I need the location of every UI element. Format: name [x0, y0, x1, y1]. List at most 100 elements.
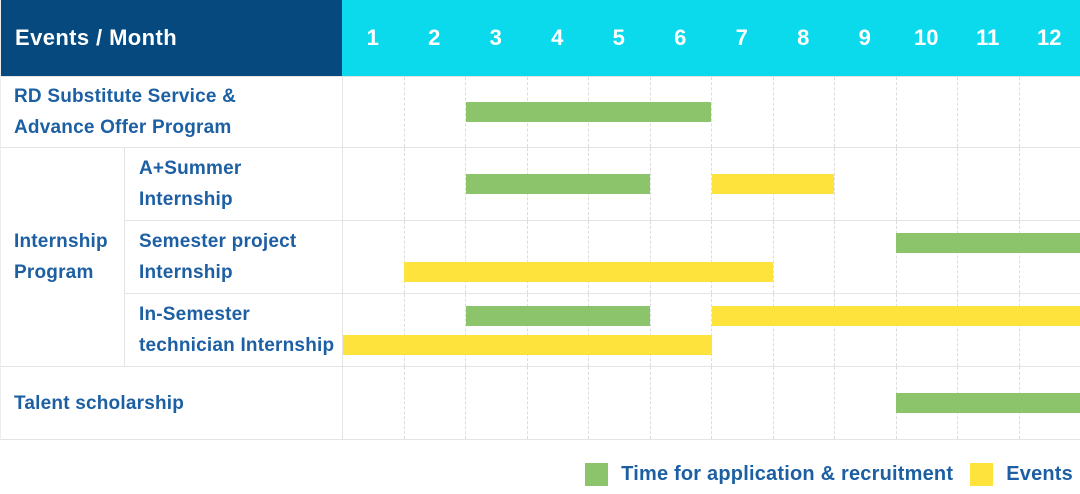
- bar-line: [343, 232, 1080, 253]
- legend-label-event: Events: [1006, 462, 1073, 485]
- month-column: [588, 294, 650, 366]
- month-column: [772, 294, 835, 366]
- bar-lines: [343, 77, 1080, 147]
- month-label-1: 1: [366, 25, 379, 50]
- bar-line: [343, 261, 1080, 282]
- month-column: [588, 221, 650, 293]
- row-label-in-semester-technician-internship: In-Semester technician Internship: [124, 293, 342, 366]
- month-label-10: 10: [914, 25, 939, 50]
- bar-line: [343, 174, 1080, 194]
- legend-label-application: Time for application & recruitment: [621, 462, 954, 485]
- month-column: [711, 294, 773, 366]
- month-column: [526, 367, 589, 439]
- month-gridlines: [343, 221, 1080, 293]
- application-bar: [895, 393, 1080, 413]
- month-column: [526, 294, 589, 366]
- application-bar: [465, 174, 651, 194]
- timeline-row-talent-scholarship: [342, 366, 1080, 439]
- month-column: [957, 221, 1019, 293]
- legend-item-application: Time for application & recruitment: [585, 462, 954, 486]
- month-column: [465, 221, 527, 293]
- month-column: [526, 221, 589, 293]
- timeline-row-a-summer-internship: [342, 147, 1080, 220]
- month-column: [1018, 221, 1080, 293]
- month-column: [588, 367, 650, 439]
- month-column: [465, 294, 527, 366]
- month-column: [772, 367, 835, 439]
- bar-line: [343, 305, 1080, 326]
- row-label-a-summer-internship: A+Summer Internship: [124, 147, 342, 220]
- month-column: [957, 294, 1019, 366]
- event-bar: [343, 334, 712, 355]
- month-column: [834, 221, 896, 293]
- month-column: [957, 77, 1019, 147]
- month-label-7: 7: [735, 25, 748, 50]
- table-header-title: Events / Month: [1, 0, 342, 76]
- month-column: [772, 77, 835, 147]
- row-label-rd-substitute-service-advance-offer-program: RD Substitute Service & Advance Offer Pro…: [1, 76, 342, 147]
- month-column: [1018, 77, 1080, 147]
- bar-lines: [343, 294, 1080, 366]
- bar-lines: [343, 148, 1080, 220]
- month-column: [834, 367, 896, 439]
- month-column: [772, 221, 835, 293]
- legend: Time for application & recruitment Events: [585, 460, 1073, 488]
- month-column: [465, 148, 527, 220]
- legend-event-swatch: [970, 462, 994, 486]
- month-column: [957, 148, 1019, 220]
- month-axis: 1 2 3 4 5 6 7 8 9 10 11 12: [342, 0, 1080, 76]
- bar-line: [343, 102, 1080, 122]
- month-column: [711, 77, 773, 147]
- month-column: [711, 221, 773, 293]
- month-column: [834, 77, 896, 147]
- month-column: [403, 148, 466, 220]
- month-label-12: 12: [1037, 25, 1062, 50]
- month-label-6: 6: [674, 25, 687, 50]
- month-column: [895, 221, 958, 293]
- month-column: [1018, 294, 1080, 366]
- bar-line: [343, 393, 1080, 413]
- month-column: [649, 367, 712, 439]
- month-column: [895, 294, 958, 366]
- bar-lines: [343, 221, 1080, 293]
- month-column: [711, 148, 773, 220]
- group-label-internship-program: Internship Program: [1, 147, 124, 366]
- month-column: [403, 367, 466, 439]
- month-label-5: 5: [612, 25, 625, 50]
- application-bar: [465, 305, 651, 326]
- month-label-4: 4: [551, 25, 564, 50]
- month-label-9: 9: [858, 25, 871, 50]
- application-bar: [895, 232, 1080, 253]
- month-label-11: 11: [976, 25, 1000, 50]
- month-column: [649, 221, 712, 293]
- event-bar: [711, 305, 1080, 326]
- event-bar: [711, 174, 835, 194]
- timeline-row-in-semester-technician-internship: [342, 293, 1080, 366]
- month-label-3: 3: [489, 25, 502, 50]
- month-column: [465, 367, 527, 439]
- bar-line: [343, 334, 1080, 355]
- row-label-talent-scholarship: Talent scholarship: [1, 366, 342, 439]
- month-column: [711, 367, 773, 439]
- month-column: [465, 77, 527, 147]
- month-column: [403, 294, 466, 366]
- legend-application-swatch: [585, 462, 609, 486]
- month-label-2: 2: [428, 25, 441, 50]
- timeline-row-rd-substitute-service-advance-offer-program: [342, 76, 1080, 147]
- event-bar: [404, 261, 773, 282]
- row-label-semester-project-internship: Semester project Internship: [124, 220, 342, 293]
- gantt-table: Events / Month 1 2 3 4 5 6 7 8 9 10 11 12 RD Substi…: [0, 0, 1080, 440]
- timeline-row-semester-project-internship: [342, 220, 1080, 293]
- month-column: [649, 294, 712, 366]
- bar-lines: [343, 367, 1080, 439]
- month-column: [895, 148, 958, 220]
- month-column: [834, 148, 896, 220]
- month-column: [403, 77, 466, 147]
- legend-item-event: Events: [970, 462, 1073, 486]
- month-gridlines: [343, 294, 1080, 366]
- month-column: [1018, 148, 1080, 220]
- application-bar: [465, 102, 712, 122]
- month-column: [895, 77, 958, 147]
- month-label-8: 8: [797, 25, 810, 50]
